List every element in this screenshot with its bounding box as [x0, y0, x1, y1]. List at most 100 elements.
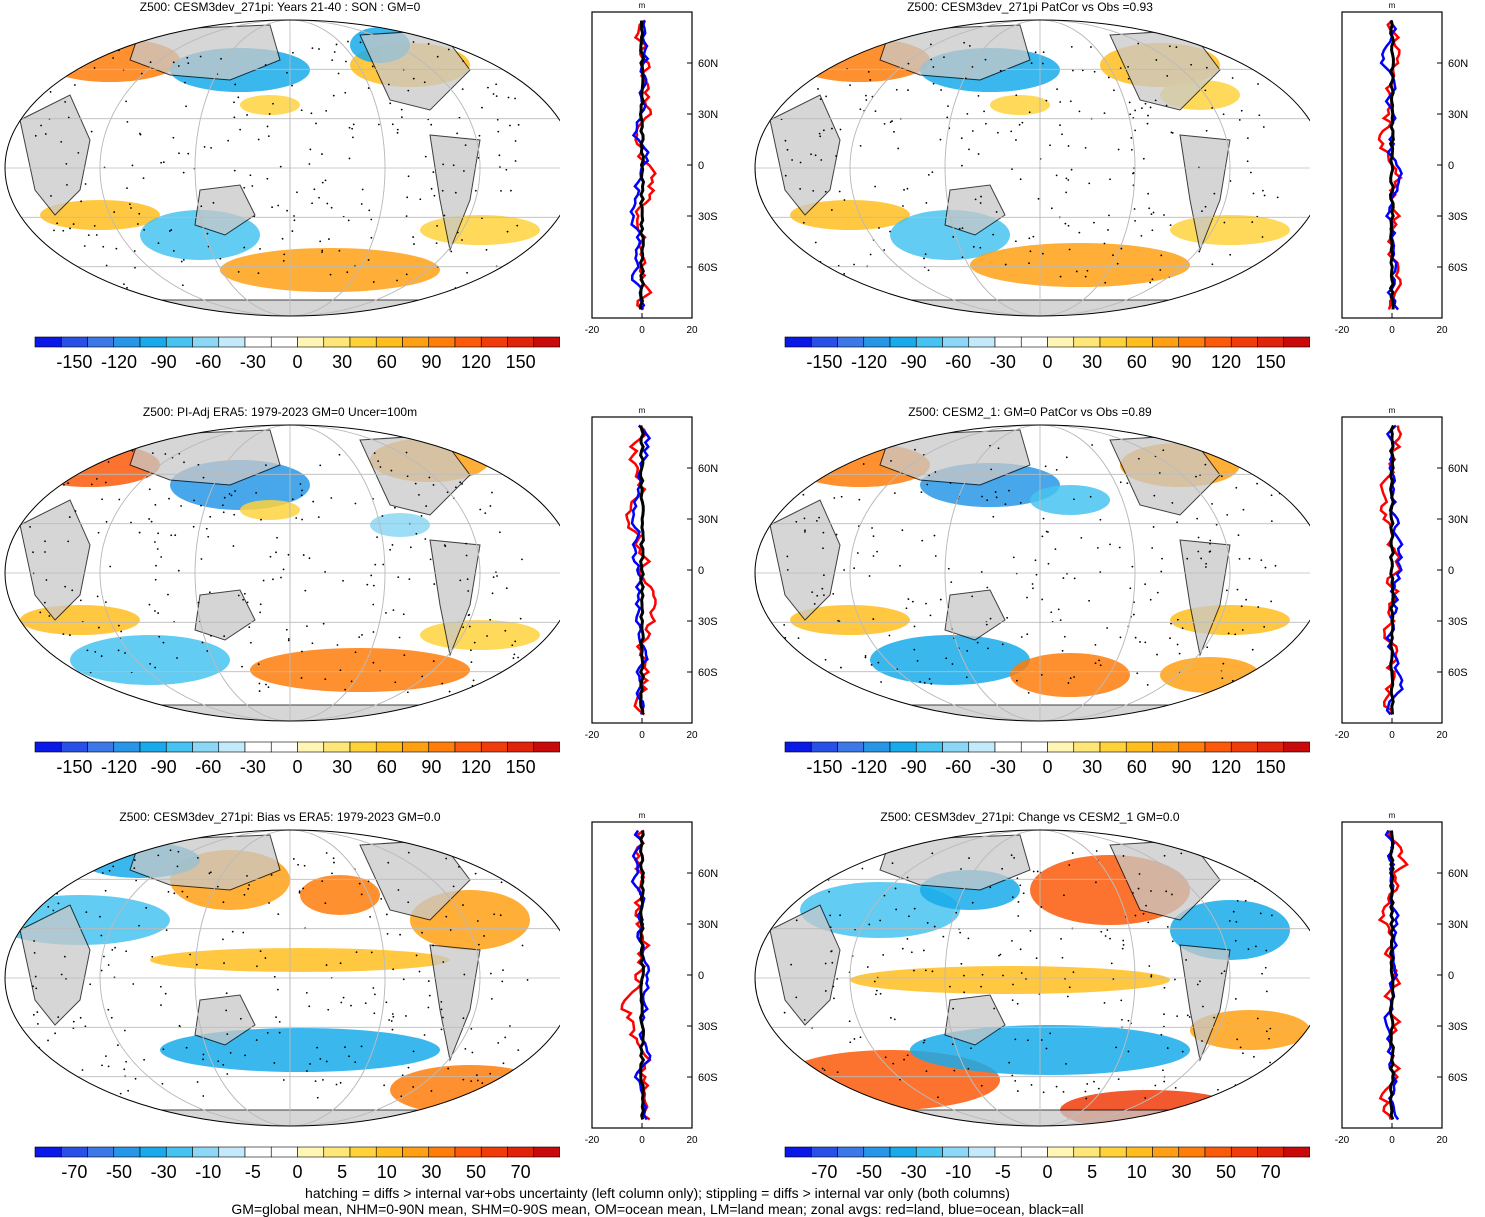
colorbar-swatch [244, 741, 272, 753]
stipple-dot [1222, 662, 1225, 665]
colorbar-swatch [165, 336, 193, 348]
stipple-dot [815, 520, 818, 522]
stipple-dot [1100, 930, 1103, 933]
land-mass [944, 994, 1006, 1046]
stipple-dot [819, 98, 822, 101]
stipple-dot [50, 195, 52, 197]
stipple-dot [501, 980, 504, 983]
stipple-dot [1186, 557, 1189, 560]
stipple-dot [481, 106, 483, 109]
stipple-dot [1093, 1080, 1095, 1083]
stipple-dot [249, 641, 252, 644]
stipple-dot [1059, 124, 1061, 127]
stipple-dot [1145, 904, 1147, 907]
stipple-dot [285, 628, 288, 631]
stipple-dot [436, 55, 439, 58]
stipple-dot [150, 520, 153, 523]
stipple-dot [1110, 962, 1113, 965]
stipple-dot [931, 852, 934, 855]
stipple-dot [525, 62, 527, 65]
stipple-dot [931, 171, 934, 173]
stipple-dot [244, 1054, 246, 1057]
stipple-dot [980, 195, 982, 198]
stipple-dot [851, 45, 854, 48]
stipple-dot [34, 975, 37, 978]
profile-x-tick-label: 20 [686, 730, 698, 741]
map-field [755, 425, 1310, 721]
stipple-dot [853, 1038, 856, 1040]
stipple-dot [1240, 109, 1243, 112]
stipple-dot [402, 978, 405, 981]
stipple-dot [267, 135, 270, 138]
profile-lat-label: 30N [1448, 109, 1468, 121]
stipple-dot [1249, 282, 1252, 284]
stipple-dot [177, 65, 180, 67]
stipple-dot [69, 634, 71, 636]
colorbar-swatch [34, 336, 62, 348]
stipple-dot [1227, 632, 1230, 635]
colorbar-swatch [375, 336, 403, 348]
colorbar: -150 -120 -90 -60 -30 0 30 60 90 120 150 [34, 741, 560, 777]
colorbar-swatch [139, 741, 167, 753]
stipple-dot [390, 469, 393, 472]
stipple-dot [817, 451, 820, 454]
stipple-dot [1049, 1032, 1052, 1035]
stipple-dot [331, 872, 333, 875]
stipple-dot [1223, 970, 1226, 973]
stipple-dot [44, 601, 46, 604]
stipple-dot [68, 516, 71, 518]
stipple-dot [348, 1055, 350, 1058]
stipple-dot [184, 81, 186, 84]
stipple-dot [1073, 577, 1076, 580]
stipple-dot [1131, 565, 1134, 568]
stipple-dot [456, 231, 459, 234]
stipple-dot [798, 660, 801, 663]
stipple-dot [39, 1082, 42, 1085]
profile-lat-label: 60N [698, 58, 718, 70]
stipple-dot [1070, 45, 1073, 48]
stipple-dot [347, 219, 350, 222]
stipple-dot [789, 651, 792, 654]
stipple-dot [1008, 489, 1010, 492]
stipple-dot [374, 993, 376, 996]
stipple-dot [1015, 139, 1017, 141]
colorbar-tick-label: -60 [195, 757, 221, 777]
profile-x-tick-label: -20 [1335, 730, 1350, 741]
stipple-dot [317, 516, 320, 518]
stipple-dot [911, 600, 914, 603]
stipple-dot [32, 985, 34, 988]
stipple-dot [1028, 111, 1031, 114]
colorbar-tick-label: -30 [990, 352, 1016, 372]
stipple-dot [961, 164, 963, 167]
stipple-dot [1078, 231, 1081, 234]
stipple-dot [156, 548, 159, 550]
stipple-dot [246, 114, 248, 116]
colorbar-swatch [784, 336, 812, 348]
stipple-dot [145, 906, 148, 909]
stipple-dot [243, 893, 246, 896]
stipple-dot [949, 985, 951, 988]
stipple-dot [346, 271, 349, 274]
stipple-dot [1020, 636, 1023, 638]
stipple-dot [1246, 160, 1249, 163]
stipple-dot [372, 584, 375, 587]
colorbar-swatch [34, 1146, 62, 1158]
stipple-dot [1270, 494, 1273, 497]
profile-lat-label: 0 [1448, 160, 1454, 172]
profile-unit-label: m [639, 1, 646, 10]
stipple-dot [104, 481, 107, 484]
stipple-dot [318, 48, 320, 50]
stipple-dot [207, 535, 210, 538]
stipple-dot [53, 229, 55, 232]
stipple-dot [1231, 461, 1233, 463]
stipple-dot [1225, 589, 1228, 592]
stipple-dot [182, 258, 185, 261]
stipple-dot [784, 139, 787, 142]
stipple-dot [1075, 270, 1078, 273]
panel-title: Z500: CESM2_1: GM=0 PatCor vs Obs =0.89 [908, 405, 1152, 419]
stipple-dot [1258, 269, 1260, 272]
stipple-dot [469, 649, 472, 652]
stipple-dot [1119, 481, 1122, 484]
stipple-dot [388, 1019, 391, 1021]
stipple-dot [820, 159, 823, 161]
